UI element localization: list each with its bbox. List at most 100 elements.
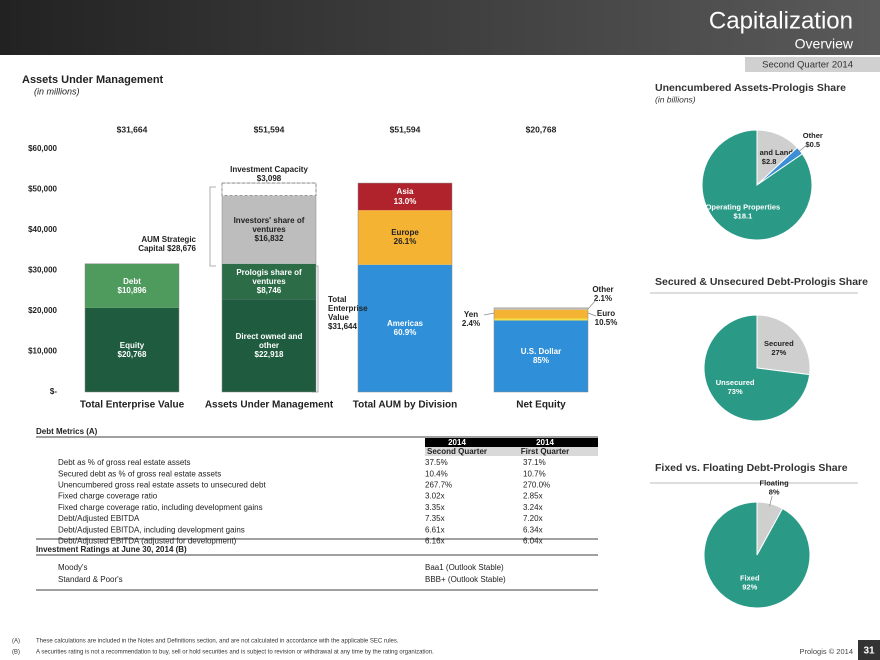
metric-value: 37.1% [523,458,546,467]
annotation: Total Enterprise Value $31,644 [328,290,376,336]
y-tick-label: $40,000 [28,225,57,234]
segment-label: Debt $10,896 [89,269,175,303]
slice-value: 92% [742,583,757,592]
page-subtitle: Overview [795,36,854,52]
segment-name: Direct owned and other [235,331,303,350]
metric-value: 267.7% [425,481,452,490]
footnote-text: A securities rating is not a recommendat… [36,650,434,656]
y-tick-label: $10,000 [28,347,57,356]
segment-value: 13.0% [393,196,417,206]
segment-value: 26.1% [393,237,417,247]
pie-slice [703,314,811,422]
segment-label-box: Direct owned and other$22,918 [226,329,312,363]
bar-segment [85,307,179,392]
bar-segment [358,210,452,265]
metric-value: 10.4% [425,469,448,478]
segment-value: $3,098 [256,174,282,183]
segment-label: Asia 13.0% [362,180,448,214]
period-band [745,57,880,72]
bar-segment [222,195,316,264]
slice-name: Other [803,131,823,140]
metric-value: 37.5% [425,458,448,467]
period: Second Quarter 2014 [762,60,853,71]
segment-value: $20,768 [117,349,147,359]
table-title: Debt Metrics (A) [36,427,98,436]
y-tick-label: $60,000 [28,144,57,153]
slice-name: Floating [760,479,790,488]
page-number-box [858,640,880,660]
leader-line [587,312,597,317]
table-subheader-band [425,447,598,456]
metric-value: 6.34x [523,525,543,534]
segment-name: Euro [596,308,616,318]
bar-segment [358,183,452,211]
rating-agency: Standard & Poor's [58,575,123,584]
column-period: Second Quarter [427,447,487,456]
metric-value: 6.61x [425,525,445,534]
bracket [209,186,216,267]
segment-label: Europe 26.1% [362,220,448,254]
category-label: Net Equity [516,400,566,411]
bar-total-outline [221,182,317,393]
bar-segment [222,299,316,392]
slice-value: 8% [769,488,780,497]
total-label: $31,664 [117,124,148,134]
segment-name: U.S. Dollar [520,347,562,357]
bar-segment [358,264,452,392]
metric-label: Debt as % of gross real estate assets [58,458,191,467]
annotation-text: AUM Strategic Capital $28,676 [138,234,196,253]
column-year: 2014 [448,438,466,447]
metric-label: Unencumbered gross real estate assets to… [58,481,266,490]
bar-segment [222,263,316,300]
category-label: Total Enterprise Value [80,400,185,411]
segment-label-box: Investment Capacity$3,098 [230,165,308,183]
metric-value: 3.35x [425,503,445,512]
slice-value: 73% [728,387,743,396]
page-number: 31 [863,646,875,657]
segment-name: Prologis share of ventures [236,267,302,286]
segment-value: 2.4% [461,319,481,328]
slice-name: Fixed [740,574,760,583]
segment-value: $8,746 [256,286,282,296]
footnote-mark: (B) [12,650,20,656]
metric-value: 2.85x [523,492,543,501]
slice-name: Unsecured [716,378,755,387]
annotation: AUM Strategic Capital $28,676 [118,221,196,267]
pie-title: Secured & Unsecured Debt-Prologis Share [655,276,868,288]
total-label: $51,594 [390,124,421,134]
annotation-box: AUM Strategic Capital $28,676 [118,221,196,267]
bar-segment [85,263,179,308]
leader-line [797,145,807,153]
metric-value: 3.24x [523,503,543,512]
slice-value: 27% [771,348,786,357]
y-tick-label: $- [50,387,57,396]
pie-slice [756,314,811,376]
total-label: $20,768 [526,124,557,134]
bar-total-outline [493,307,589,393]
leader-line [769,495,773,507]
metric-label: Debt/Adjusted EBITDA, including developm… [58,525,245,534]
segment-name: Investors' share of ventures [233,215,305,235]
bar-segment [494,318,588,321]
segment-label-box: Equity$20,768 [117,340,147,359]
pie-slice [701,129,813,241]
segment-name: Equity [119,340,145,350]
segment-name: Debt [123,276,141,286]
segment-name: Yen [463,309,479,319]
metric-value: 270.0% [523,481,550,490]
segment-value: $10,896 [117,285,147,295]
segment-label: Americas 60.9% [362,311,448,345]
column-period: First Quarter [521,447,569,456]
total-label: $51,594 [254,124,285,134]
slice-value: $0.5 [806,140,821,149]
metric-label: Debt/Adjusted EBITDA [58,514,140,523]
rating-value: Baa1 (Outlook Stable) [425,563,504,572]
segment-label: Direct owned and other $22,918 [226,329,312,363]
